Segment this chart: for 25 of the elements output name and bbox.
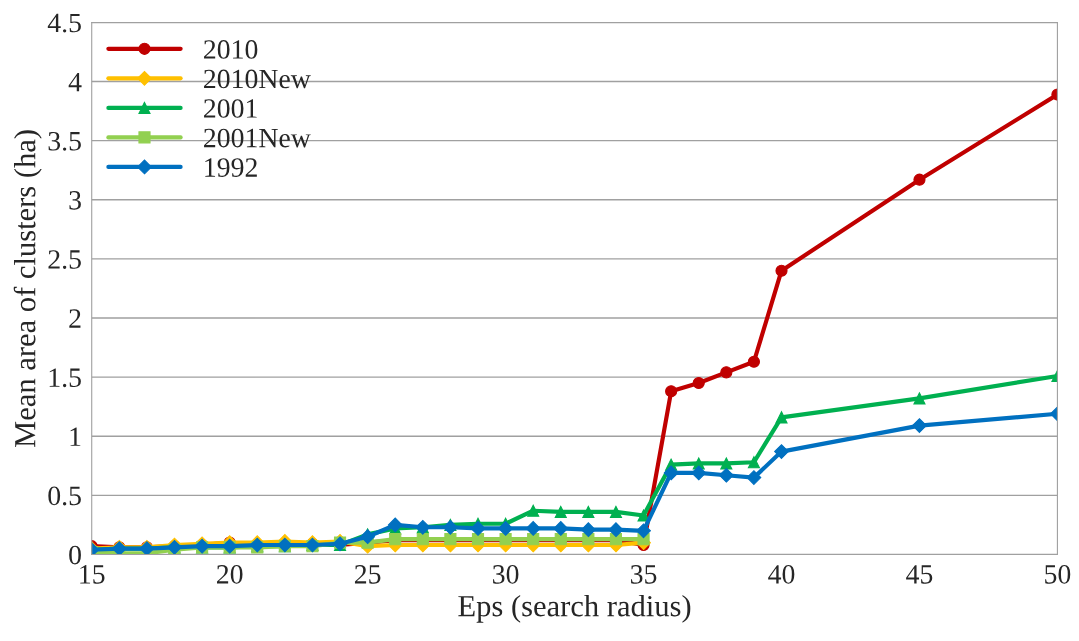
y-tick-label: 1.5	[49, 368, 81, 388]
x-tick-label: 50	[1045, 564, 1071, 584]
y-tick-label: 1	[70, 427, 81, 446]
y-tick-label: 4.5	[47, 13, 81, 33]
y-tick-label: 2.5	[48, 250, 81, 269]
y-tick-label: 2	[69, 309, 81, 328]
x-tick-label: 40	[768, 564, 795, 584]
legend-label: 2001	[204, 99, 257, 118]
x-tick-label: 45	[906, 565, 933, 584]
y-axis-title: Mean area of clusters (ha)	[13, 130, 42, 448]
y-tick-label: 3	[69, 191, 81, 210]
legend-label: 2010	[204, 40, 258, 59]
legend-label: 1992	[205, 158, 257, 177]
y-tick-label: 4	[68, 72, 82, 92]
legend-label: 2001New	[204, 128, 311, 148]
x-tick-label: 20	[217, 564, 243, 584]
x-tick-label: 35	[630, 565, 657, 584]
x-tick-label: 15	[80, 565, 105, 584]
legend-label: 2010New	[204, 69, 311, 89]
y-tick-label: 0	[69, 545, 81, 565]
y-tick-label: 3.5	[48, 131, 81, 151]
x-tick-label: 25	[354, 565, 381, 584]
y-tick-label: 0.5	[48, 486, 81, 506]
x-axis-title: Eps (search radius)	[458, 594, 691, 623]
x-tick-label: 30	[493, 564, 519, 584]
